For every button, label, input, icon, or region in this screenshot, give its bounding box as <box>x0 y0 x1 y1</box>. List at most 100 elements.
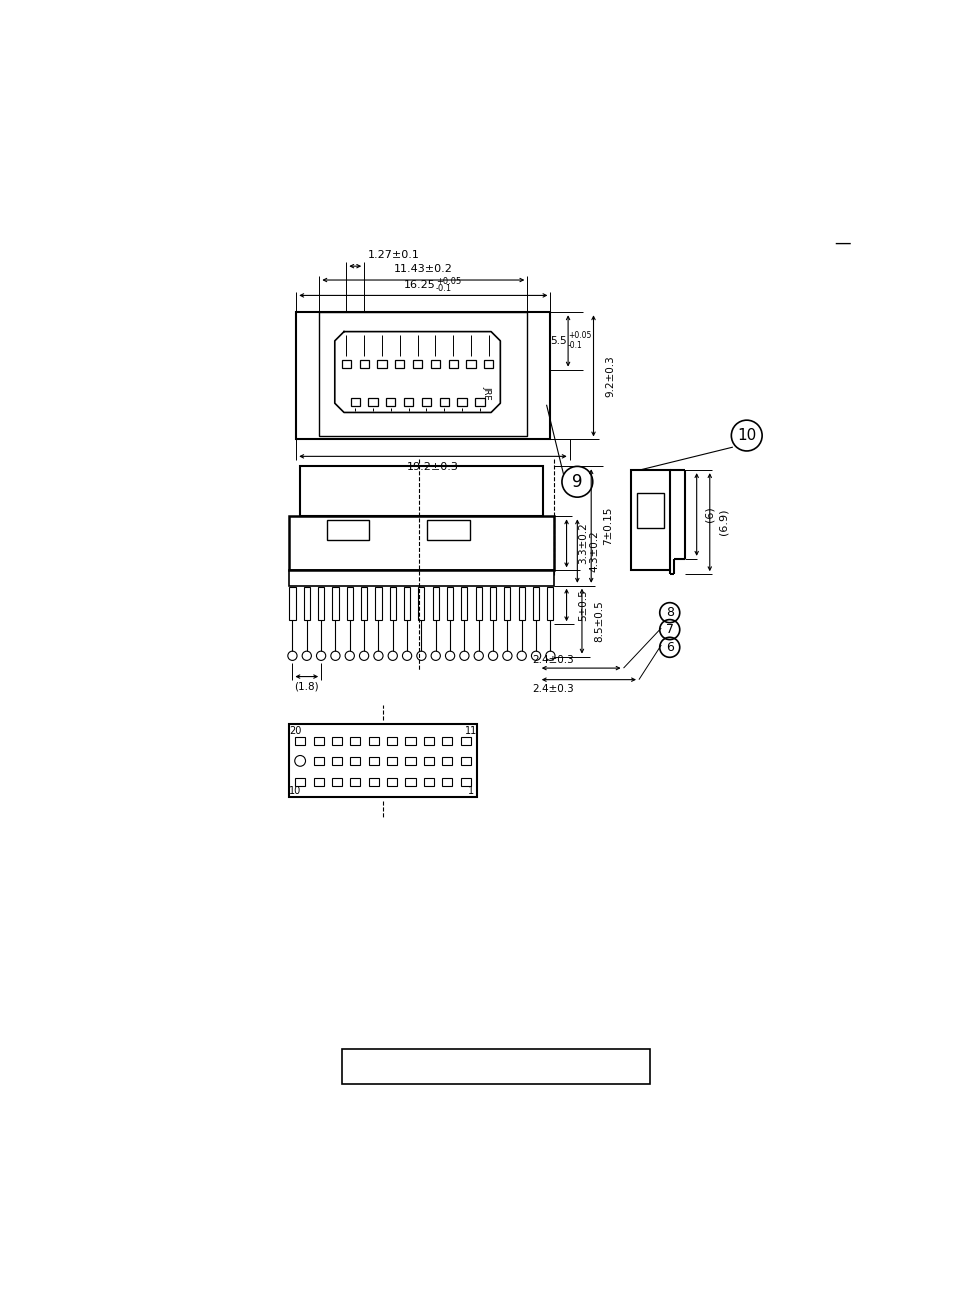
Text: 11.43±0.2: 11.43±0.2 <box>394 264 453 274</box>
Bar <box>405 757 416 765</box>
Bar <box>413 360 422 367</box>
Text: 11: 11 <box>465 726 478 736</box>
Text: 6: 6 <box>666 641 674 653</box>
Text: JRE: JRE <box>482 387 491 400</box>
Bar <box>466 360 476 367</box>
Bar <box>350 397 360 406</box>
Bar <box>460 757 471 765</box>
Bar <box>386 397 396 406</box>
Bar <box>457 397 467 406</box>
Bar <box>460 778 471 787</box>
Bar <box>343 1049 650 1084</box>
Bar <box>547 587 554 620</box>
Bar <box>369 778 378 787</box>
Bar <box>296 312 550 440</box>
Bar <box>369 757 378 765</box>
Bar <box>427 520 470 540</box>
Bar <box>318 587 324 620</box>
Text: 20: 20 <box>290 726 302 736</box>
Text: -0.1: -0.1 <box>568 342 583 351</box>
Bar <box>390 587 396 620</box>
Text: (6.9): (6.9) <box>719 509 729 536</box>
Bar <box>638 493 664 528</box>
Text: 1: 1 <box>468 785 474 796</box>
Text: 9: 9 <box>572 472 583 490</box>
Bar <box>387 778 398 787</box>
Bar <box>419 587 425 620</box>
Bar <box>476 587 482 620</box>
Bar <box>440 397 449 406</box>
Text: —: — <box>835 234 851 252</box>
Bar <box>424 757 434 765</box>
Text: +0.05: +0.05 <box>568 331 592 340</box>
Bar <box>332 587 339 620</box>
Bar <box>432 587 439 620</box>
Text: +0.05: +0.05 <box>435 277 461 286</box>
Bar <box>518 587 525 620</box>
Text: 8: 8 <box>666 606 674 619</box>
Bar <box>295 738 305 745</box>
Bar <box>484 360 493 367</box>
Bar <box>300 466 542 516</box>
Bar <box>332 757 342 765</box>
Bar <box>304 587 310 620</box>
Bar <box>430 360 440 367</box>
Bar <box>290 587 295 620</box>
Text: 9.2±0.3: 9.2±0.3 <box>605 355 616 397</box>
Bar <box>314 778 323 787</box>
Bar <box>505 587 510 620</box>
Bar <box>350 778 360 787</box>
Bar <box>314 738 323 745</box>
Bar <box>377 360 387 367</box>
Bar <box>442 738 453 745</box>
Bar <box>460 738 471 745</box>
Bar <box>631 470 670 571</box>
Bar <box>342 360 351 367</box>
Text: 10: 10 <box>737 428 757 443</box>
Bar <box>289 516 554 571</box>
Bar <box>319 312 527 436</box>
Text: 7±0.15: 7±0.15 <box>603 507 613 545</box>
Text: -0.1: -0.1 <box>435 283 452 292</box>
Text: 8.5±0.5: 8.5±0.5 <box>593 600 604 642</box>
Bar <box>405 778 416 787</box>
Bar <box>295 778 305 787</box>
Bar <box>346 587 353 620</box>
Bar <box>387 738 398 745</box>
Bar <box>327 520 370 540</box>
Bar <box>369 397 377 406</box>
Text: 2.4±0.3: 2.4±0.3 <box>532 655 573 665</box>
Bar <box>369 738 378 745</box>
Bar <box>476 397 484 406</box>
Bar <box>387 757 398 765</box>
Bar <box>533 587 539 620</box>
Bar <box>361 587 367 620</box>
Text: 4.3±0.2: 4.3±0.2 <box>590 531 599 572</box>
Bar <box>442 757 453 765</box>
Bar <box>375 587 381 620</box>
Bar <box>424 778 434 787</box>
Text: 19.2±0.3: 19.2±0.3 <box>407 462 459 472</box>
Bar <box>405 738 416 745</box>
Text: 5.5: 5.5 <box>550 336 566 345</box>
Bar <box>422 397 431 406</box>
Bar <box>449 360 457 367</box>
Bar <box>350 738 360 745</box>
Bar <box>289 725 478 797</box>
Text: (6): (6) <box>704 507 714 523</box>
Text: 5±0.5: 5±0.5 <box>578 589 589 621</box>
Bar <box>395 360 404 367</box>
Text: (1.8): (1.8) <box>294 682 319 691</box>
Bar <box>461 587 467 620</box>
Bar <box>404 587 410 620</box>
Bar <box>289 571 554 586</box>
Bar <box>404 397 413 406</box>
Bar <box>332 778 342 787</box>
Bar <box>350 757 360 765</box>
Text: 2.4±0.3: 2.4±0.3 <box>532 685 573 694</box>
Text: 1.27±0.1: 1.27±0.1 <box>368 250 420 260</box>
Bar <box>314 757 323 765</box>
Bar <box>332 738 342 745</box>
Text: 7: 7 <box>666 624 674 637</box>
Bar <box>447 587 454 620</box>
